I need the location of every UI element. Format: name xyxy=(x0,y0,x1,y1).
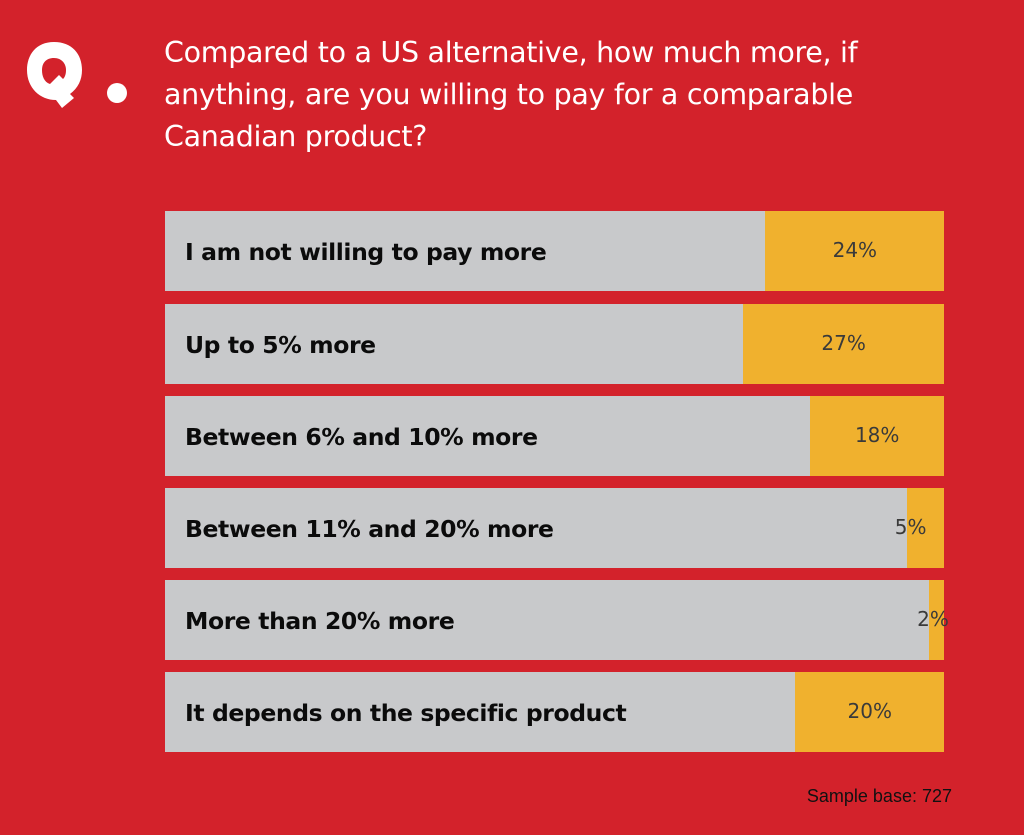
q-logo xyxy=(27,42,127,108)
value-label: 20% xyxy=(847,699,892,723)
bar xyxy=(795,672,944,752)
value-label: 18% xyxy=(854,423,900,447)
bar-row: Between 11% and 20% more 5% xyxy=(165,488,944,568)
value-label: 2% xyxy=(917,607,949,631)
value-label: 24% xyxy=(832,238,878,262)
bar xyxy=(809,396,944,476)
bar-row: Up to 5% more 27% xyxy=(165,304,944,384)
bar xyxy=(765,211,944,291)
category-label: I am not willing to pay more xyxy=(185,238,547,266)
bar-row: I am not willing to pay more 24% xyxy=(165,211,944,291)
category-label: More than 20% more xyxy=(185,607,455,635)
bar xyxy=(906,488,944,568)
question-title: Compared to a US alternative, how much m… xyxy=(164,36,858,153)
category-label: Up to 5% more xyxy=(185,331,376,359)
bar xyxy=(929,580,944,660)
sample-base-note: Sample base: 727 xyxy=(806,786,952,806)
category-label: Between 6% and 10% more xyxy=(185,423,538,451)
bar-row: Between 6% and 10% more 18% xyxy=(165,396,944,476)
value-label: 5% xyxy=(894,515,927,539)
bar-row: It depends on the specific product 20% xyxy=(165,672,944,752)
category-label: Between 11% and 20% more xyxy=(185,515,554,543)
category-label: It depends on the specific product xyxy=(185,699,627,727)
value-label: 27% xyxy=(821,331,866,355)
bar xyxy=(742,304,944,384)
bar-row: More than 20% more 2% xyxy=(165,580,949,660)
